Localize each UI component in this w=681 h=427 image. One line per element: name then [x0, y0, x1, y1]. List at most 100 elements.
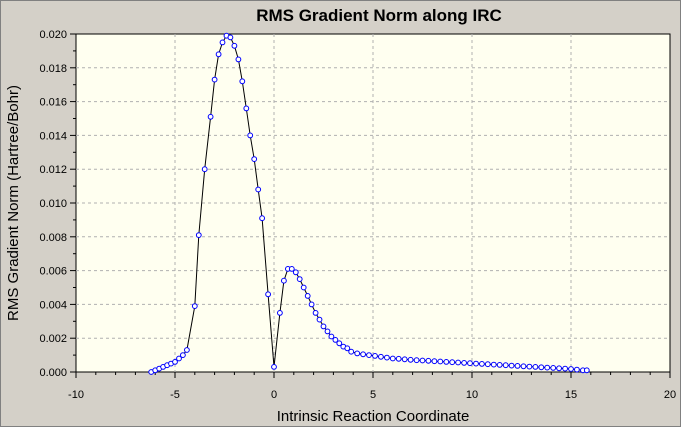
data-point: [271, 364, 277, 370]
data-point: [407, 356, 414, 363]
data-point: [231, 42, 238, 49]
data-point: [180, 352, 186, 359]
data-point: [304, 293, 311, 299]
data-point: [336, 340, 343, 347]
data-point: [191, 303, 198, 310]
data-point: [550, 365, 557, 371]
data-point: [461, 360, 468, 366]
data-point: [195, 232, 202, 239]
data-point: [562, 365, 568, 372]
data-point: [308, 301, 315, 308]
data-point: [227, 34, 234, 41]
data-point: [366, 352, 372, 359]
x-tick-label: 20: [664, 389, 676, 401]
data-point: [277, 310, 283, 316]
y-axis-label: RMS Gradient Norm (Hartree/Bohr): [5, 85, 22, 321]
y-tick-label: 0.002: [39, 333, 67, 345]
grid-lines: [76, 34, 670, 372]
data-point: [320, 323, 327, 330]
data-point: [348, 348, 355, 355]
data-point: [496, 362, 503, 368]
data-point: [316, 316, 323, 323]
data-point: [281, 277, 287, 284]
data-point: [490, 361, 497, 368]
data-point: [324, 328, 331, 335]
data-point: [265, 291, 272, 298]
data-point: [328, 333, 335, 340]
y-tick-label: 0.020: [39, 29, 67, 41]
data-point: [288, 266, 295, 272]
y-tick-label: 0.018: [39, 63, 67, 75]
axis-ticks: -10 -5 0 5 10 15 20 0.000 0.002 0.004 0.006 0.008 0.…: [39, 29, 676, 401]
data-point: [255, 186, 262, 193]
data-point: [312, 310, 319, 316]
data-point: [419, 357, 426, 364]
data-point: [413, 357, 420, 364]
data-point: [532, 364, 539, 370]
series: [148, 32, 590, 375]
data-point: [479, 361, 485, 367]
x-tick-label: 10: [466, 389, 478, 401]
data-point: [449, 359, 456, 366]
y-tick-label: 0.012: [39, 164, 67, 176]
y-tick-label: 0.000: [39, 367, 67, 379]
data-point: [455, 359, 462, 366]
data-point: [583, 367, 590, 374]
data-point: [247, 132, 254, 139]
y-tick-label: 0.016: [39, 97, 67, 109]
data-point: [201, 166, 208, 173]
data-point: [243, 105, 250, 112]
data-point: [372, 353, 378, 359]
data-point: [184, 347, 190, 353]
data-point: [467, 360, 473, 367]
chart-title: RMS Gradient Norm along IRC: [256, 6, 502, 25]
data-point: [332, 337, 339, 343]
data-point: [574, 366, 580, 373]
x-tick-label: -10: [68, 389, 84, 401]
x-tick-label: 0: [271, 389, 277, 401]
data-point: [514, 363, 521, 369]
data-point: [526, 363, 533, 370]
data-point: [259, 215, 266, 222]
x-axis-label: Intrinsic Reaction Coordinate: [277, 408, 470, 425]
data-point: [172, 359, 178, 365]
x-tick-label: 15: [565, 389, 577, 401]
x-tick-label: -5: [170, 389, 180, 401]
y-tick-label: 0.006: [39, 266, 67, 278]
data-point: [384, 354, 390, 361]
data-point: [354, 350, 361, 357]
data-point: [219, 39, 226, 46]
data-point: [395, 355, 402, 362]
data-point: [378, 353, 384, 360]
data-point: [211, 76, 218, 83]
data-point: [207, 113, 214, 120]
data-point: [437, 358, 444, 365]
data-point: [431, 358, 438, 365]
data-point: [239, 78, 246, 85]
data-point: [292, 269, 299, 276]
data-point: [544, 364, 551, 371]
data-point: [360, 351, 367, 358]
data-point: [556, 365, 562, 372]
data-point: [425, 357, 432, 364]
x-tick-label: 5: [370, 389, 376, 401]
y-tick-label: 0.010: [39, 198, 67, 210]
data-point: [296, 276, 303, 283]
data-point: [389, 355, 396, 362]
data-point: [443, 359, 450, 365]
data-point: [300, 284, 307, 291]
data-point: [344, 345, 351, 352]
data-point: [484, 361, 491, 368]
data-point: [473, 360, 479, 367]
data-point: [176, 355, 182, 362]
data-point: [520, 363, 527, 370]
y-tick-label: 0.008: [39, 232, 67, 244]
data-point: [215, 51, 222, 58]
y-tick-label: 0.014: [39, 130, 67, 142]
data-point: [538, 364, 545, 371]
data-point: [401, 356, 408, 363]
data-point: [251, 156, 258, 163]
data-point: [502, 362, 509, 369]
